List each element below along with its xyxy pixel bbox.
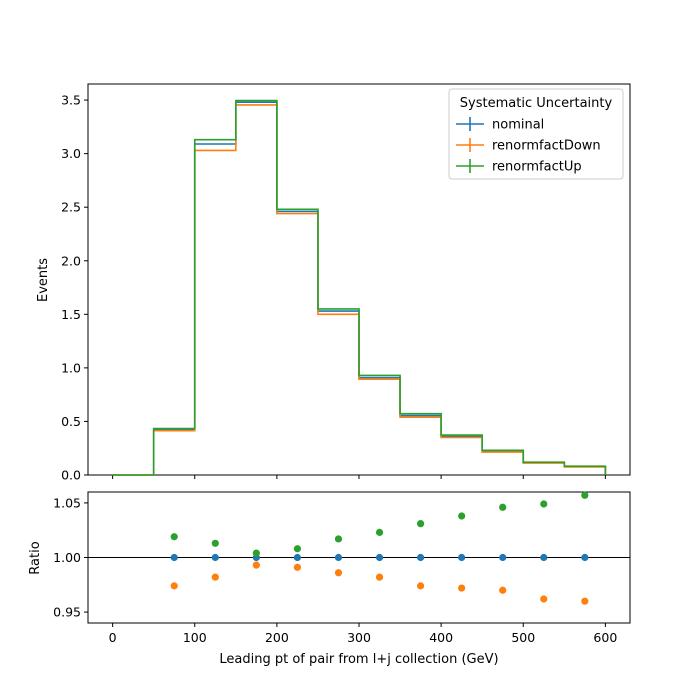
ratio-point-renormfactUp <box>499 503 507 511</box>
main-y-axis-label: Events <box>36 258 51 302</box>
ratio-point-renormfactDown <box>252 561 260 569</box>
main-y-tick-label: 1.0 <box>61 360 81 375</box>
ratio-y-tick-label: 0.95 <box>53 605 81 620</box>
ratio-point-nominal <box>375 553 384 562</box>
x-tick-label: 0 <box>109 630 117 645</box>
main-y-tick-label: 0.5 <box>61 414 81 429</box>
ratio-point-renormfactUp <box>293 545 302 553</box>
ratio-point-renormfactUp <box>334 535 343 543</box>
legend: Systematic Uncertainty nominal renormfact… <box>448 88 624 180</box>
ratio-point-nominal <box>211 553 219 562</box>
ratio-series <box>170 491 589 605</box>
ratio-point-renormfactUp <box>581 491 589 499</box>
legend-label-renormfactUp: renormfactUp <box>492 160 582 175</box>
main-y-tick-label: 2.5 <box>61 200 81 215</box>
main-panel: 0.0 0.5 1.0 1.5 2.0 2.5 3.0 3.5 Events Systemat… <box>36 83 631 483</box>
ratio-point-nominal <box>170 553 178 562</box>
x-tick-label: 100 <box>183 630 207 645</box>
x-tick-label: 600 <box>593 630 617 645</box>
x-axis-label: Leading pt of pair from l+j collection (… <box>219 652 498 667</box>
main-y-ticks: 0.0 0.5 1.0 1.5 2.0 2.5 3.0 3.5 <box>61 93 88 483</box>
ratio-point-renormfactDown <box>170 582 178 590</box>
ratio-point-nominal <box>499 553 507 562</box>
ratio-point-nominal <box>458 553 466 562</box>
legend-entries: nominal renormfactDown renormfactUp <box>456 117 601 175</box>
ratio-point-nominal <box>540 553 548 562</box>
ratio-y-tick-label: 1.00 <box>53 550 81 565</box>
ratio-point-renormfactUp <box>416 520 425 528</box>
main-y-tick-label: 3.0 <box>61 146 81 161</box>
main-y-tick-label: 0.0 <box>61 468 81 483</box>
x-tick-label: 200 <box>265 630 289 645</box>
ratio-point-renormfactDown <box>581 597 589 605</box>
legend-label-nominal: nominal <box>492 118 544 133</box>
legend-title: Systematic Uncertainty <box>460 96 613 111</box>
ratio-point-renormfactUp <box>458 512 466 520</box>
main-y-tick-label: 3.5 <box>61 93 81 108</box>
ratio-point-renormfactUp <box>375 528 384 536</box>
ratio-point-renormfactDown <box>375 573 384 581</box>
main-y-tick-label: 2.0 <box>61 253 81 268</box>
ratio-panel: 0.95 1.00 1.05 0 100 200 300 400 500 600 Ratio L… <box>28 491 631 667</box>
ratio-y-tick-label: 1.05 <box>53 495 81 510</box>
ratio-x-ticks: 0 100 200 300 400 500 600 <box>109 623 617 645</box>
ratio-point-renormfactDown <box>416 582 425 590</box>
histogram-renormfactUp <box>112 99 607 476</box>
x-tick-label: 300 <box>347 630 371 645</box>
ratio-point-renormfactUp <box>211 539 219 547</box>
ratio-point-renormfactDown <box>293 563 302 571</box>
ratio-point-nominal <box>334 553 343 562</box>
ratio-point-nominal <box>416 553 425 562</box>
ratio-point-renormfactDown <box>334 569 343 577</box>
ratio-y-ticks: 0.95 1.00 1.05 <box>53 495 88 620</box>
ratio-point-renormfactUp <box>170 533 178 541</box>
x-tick-label: 400 <box>429 630 453 645</box>
main-x-ticks <box>112 475 606 479</box>
ratio-point-renormfactDown <box>211 573 219 581</box>
ratio-point-renormfactUp <box>252 549 260 557</box>
main-y-tick-label: 1.5 <box>61 307 81 322</box>
ratio-point-nominal <box>581 553 589 562</box>
ratio-point-renormfactDown <box>499 586 507 594</box>
x-tick-label: 500 <box>511 630 535 645</box>
legend-label-renormfactDown: renormfactDown <box>492 139 601 154</box>
ratio-point-renormfactUp <box>540 500 548 508</box>
legend-box <box>448 88 624 180</box>
ratio-point-renormfactDown <box>458 584 466 592</box>
main-series <box>112 99 607 476</box>
ratio-y-axis-label: Ratio <box>28 541 43 574</box>
ratio-point-renormfactDown <box>540 595 548 603</box>
ratio-point-nominal <box>293 553 302 562</box>
